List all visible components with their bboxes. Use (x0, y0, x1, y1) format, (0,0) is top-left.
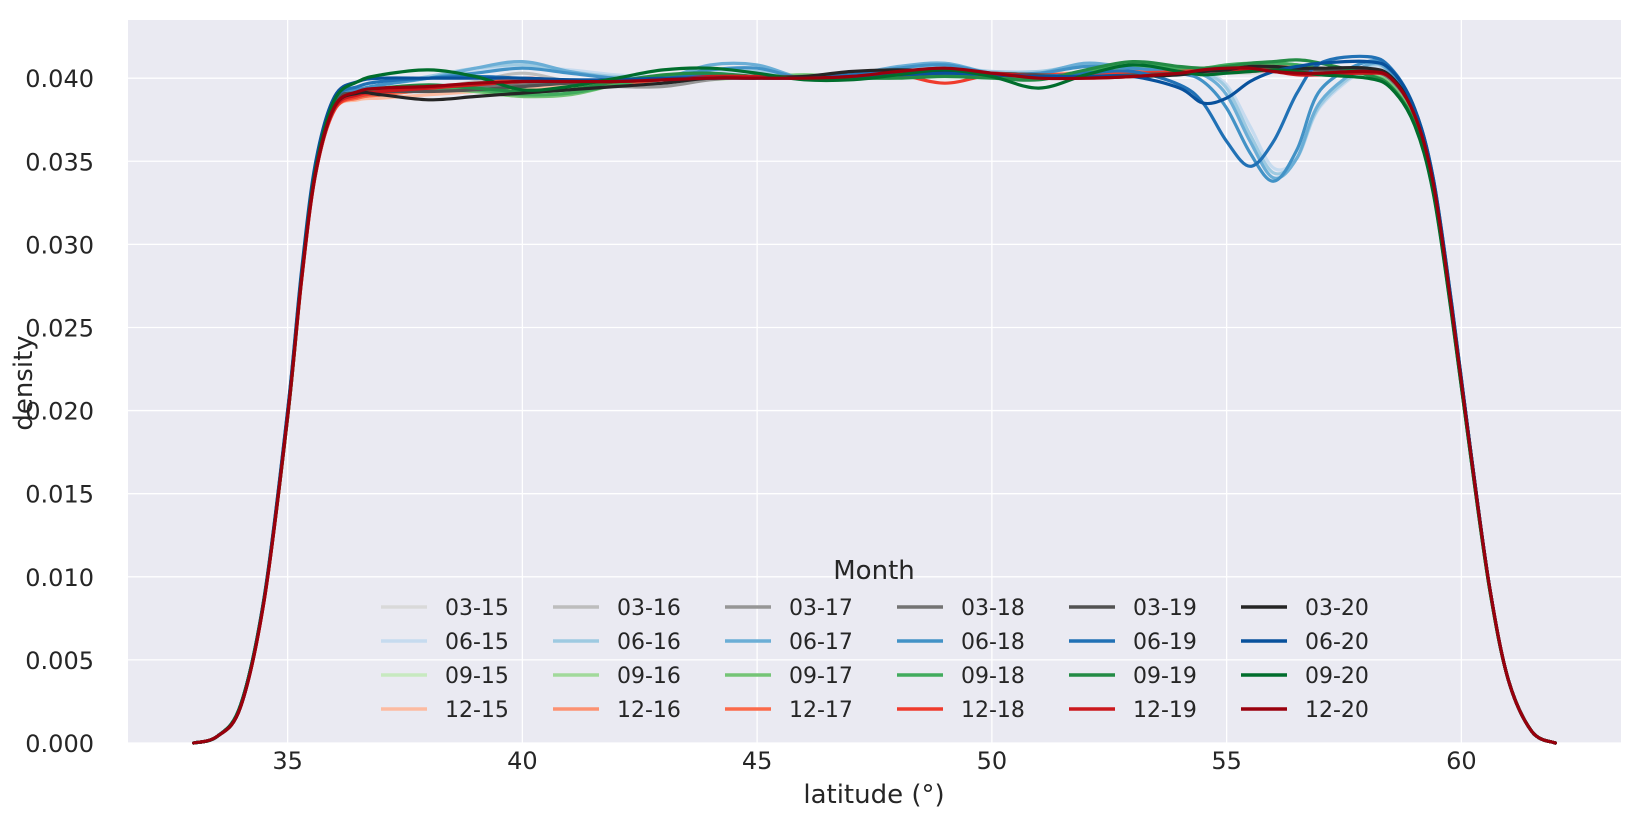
tick-labels: 35 40 45 50 55 60 0.000 0.005 0.010 0.015 0.020 0.0… (25, 65, 1476, 775)
legend-item-09-17: 09-17 (725, 664, 853, 689)
legend-label: 06-16 (617, 630, 681, 655)
legend-label: 03-19 (1133, 596, 1197, 621)
legend-item-09-18: 09-18 (897, 664, 1025, 689)
legend-label: 06-19 (1133, 630, 1197, 655)
legend-item-12-16: 12-16 (553, 698, 681, 723)
x-tick-label: 45 (742, 747, 773, 775)
legend: Month 03-15 06-15 09-15 12-15 03-16 06-16 09-1… (381, 556, 1369, 723)
y-tick-label: 0.015 (25, 481, 94, 509)
legend-item-06-19: 06-19 (1069, 630, 1197, 655)
y-tick-label: 0.040 (25, 65, 94, 93)
legend-label: 12-17 (789, 698, 853, 723)
legend-label: 03-18 (961, 596, 1025, 621)
legend-label: 12-15 (445, 698, 509, 723)
legend-item-03-16: 03-16 (553, 596, 681, 621)
legend-item-03-17: 03-17 (725, 596, 853, 621)
y-tick-label: 0.005 (25, 647, 94, 675)
series-lines (192, 54, 1557, 745)
legend-item-06-15: 06-15 (381, 630, 509, 655)
legend-title: Month (833, 556, 915, 586)
x-tick-label: 55 (1211, 747, 1242, 775)
x-tick-label: 35 (272, 747, 303, 775)
legend-label: 12-16 (617, 698, 681, 723)
legend-label: 09-19 (1133, 664, 1197, 689)
legend-label: 06-20 (1305, 630, 1369, 655)
plot-background (128, 20, 1621, 743)
legend-item-12-18: 12-18 (897, 698, 1025, 723)
legend-item-06-16: 06-16 (553, 630, 681, 655)
legend-label: 09-17 (789, 664, 853, 689)
legend-item-06-17: 06-17 (725, 630, 853, 655)
legend-item-03-20: 03-20 (1241, 596, 1369, 621)
legend-item-12-20: 12-20 (1241, 698, 1369, 723)
legend-label: 09-20 (1305, 664, 1369, 689)
legend-item-09-16: 09-16 (553, 664, 681, 689)
legend-label: 12-20 (1305, 698, 1369, 723)
legend-label: 09-16 (617, 664, 681, 689)
legend-label: 12-18 (961, 698, 1025, 723)
x-axis-label: latitude (°) (803, 780, 944, 810)
y-tick-label: 0.025 (25, 314, 94, 342)
x-tick-label: 60 (1446, 747, 1477, 775)
legend-item-06-20: 06-20 (1241, 630, 1369, 655)
legend-label: 09-15 (445, 664, 509, 689)
legend-item-12-15: 12-15 (381, 698, 509, 723)
legend-item-03-19: 03-19 (1069, 596, 1197, 621)
legend-label: 06-18 (961, 630, 1025, 655)
legend-label: 09-18 (961, 664, 1025, 689)
x-tick-label: 50 (977, 747, 1008, 775)
y-tick-label: 0.020 (25, 398, 94, 426)
series-line-12-20 (192, 66, 1557, 745)
legend-item-09-20: 09-20 (1241, 664, 1369, 689)
y-tick-label: 0.035 (25, 148, 94, 176)
legend-item-03-18: 03-18 (897, 596, 1025, 621)
legend-label: 03-20 (1305, 596, 1369, 621)
legend-item-03-15: 03-15 (381, 596, 509, 621)
legend-item-12-17: 12-17 (725, 698, 853, 723)
y-tick-label: 0.010 (25, 564, 94, 592)
legend-label: 06-17 (789, 630, 853, 655)
legend-label: 03-16 (617, 596, 681, 621)
legend-item-06-18: 06-18 (897, 630, 1025, 655)
y-axis-label: density (9, 335, 39, 430)
y-tick-label: 0.000 (25, 730, 94, 758)
legend-item-12-19: 12-19 (1069, 698, 1197, 723)
x-tick-label: 40 (507, 747, 538, 775)
legend-label: 03-17 (789, 596, 853, 621)
legend-label: 06-15 (445, 630, 509, 655)
legend-label: 12-19 (1133, 698, 1197, 723)
legend-label: 03-15 (445, 596, 509, 621)
y-tick-label: 0.030 (25, 231, 94, 259)
legend-item-09-19: 09-19 (1069, 664, 1197, 689)
legend-item-09-15: 09-15 (381, 664, 509, 689)
